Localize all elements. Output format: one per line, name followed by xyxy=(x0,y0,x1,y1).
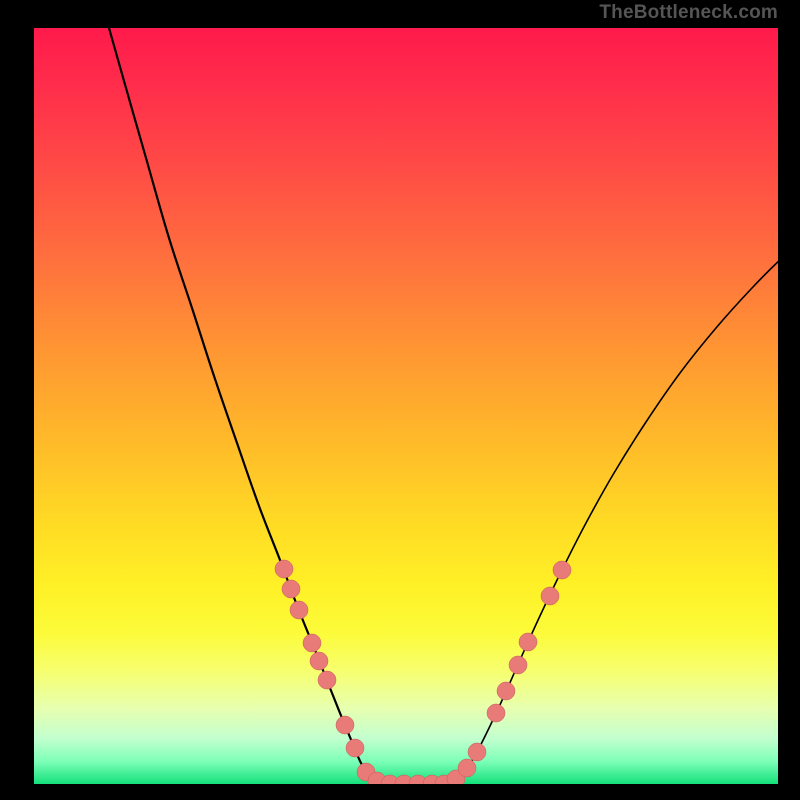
data-marker xyxy=(468,743,486,761)
data-marker xyxy=(282,580,300,598)
watermark-text: TheBottleneck.com xyxy=(599,2,778,24)
data-marker xyxy=(310,652,328,670)
data-marker xyxy=(346,739,364,757)
data-marker xyxy=(336,716,354,734)
curves-layer xyxy=(34,28,778,784)
data-marker xyxy=(519,633,537,651)
data-marker xyxy=(458,759,476,777)
data-marker xyxy=(553,561,571,579)
data-marker xyxy=(541,587,559,605)
left-curve xyxy=(109,28,392,784)
data-marker xyxy=(303,634,321,652)
data-marker xyxy=(487,704,505,722)
data-marker xyxy=(318,671,336,689)
data-marker xyxy=(509,656,527,674)
data-marker xyxy=(290,601,308,619)
plot-area xyxy=(34,28,778,784)
data-marker xyxy=(275,560,293,578)
data-marker xyxy=(497,682,515,700)
chart-container: { "watermark": { "text": "TheBottleneck.… xyxy=(0,0,800,800)
right-curve xyxy=(444,232,778,784)
